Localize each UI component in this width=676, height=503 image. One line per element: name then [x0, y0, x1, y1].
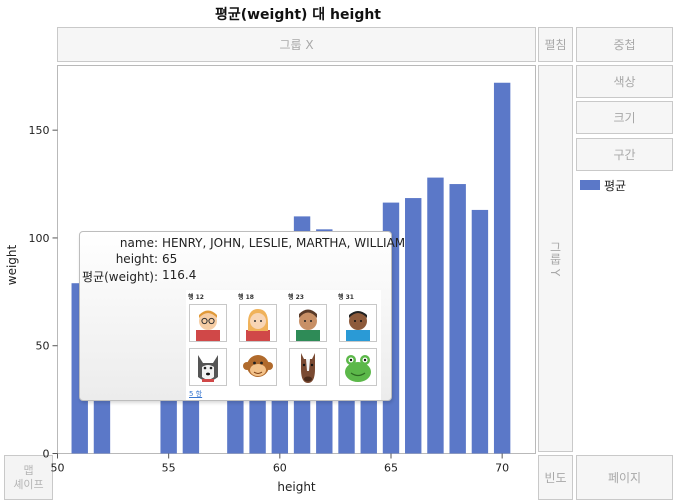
- girl-ponytail-icon: [239, 304, 277, 342]
- x-tick-label: 60: [273, 462, 287, 475]
- legend-swatch: [580, 180, 600, 190]
- x-axis-title: height: [277, 480, 316, 494]
- thumb-caption: 행 31: [338, 294, 354, 301]
- thumb-caption: 행 12: [188, 294, 204, 301]
- bar[interactable]: [493, 82, 511, 454]
- tooltip-name-label: name:: [119, 236, 158, 250]
- x-tick-label: 55: [162, 462, 176, 475]
- tooltip-weight-value: 116.4: [162, 268, 197, 282]
- x-tick-label: 70: [495, 462, 509, 475]
- freq-zone[interactable]: 빈도: [538, 455, 573, 500]
- y-tick-label: 150: [29, 124, 50, 137]
- tooltip-height-label: height:: [115, 252, 158, 266]
- legend-label: 평균: [604, 179, 627, 193]
- bar[interactable]: [427, 177, 444, 454]
- thumbnail-panel: 행 12 행 18 행 23 행 31 5 항: [186, 290, 381, 400]
- color-zone[interactable]: 색상: [576, 65, 673, 98]
- overlay-zone[interactable]: 중첩: [576, 27, 673, 62]
- thumb-caption: 행 18: [238, 294, 254, 301]
- chart-title: 평균(weight) 대 height: [214, 7, 382, 23]
- horse-icon: [289, 348, 327, 386]
- group-y-zone[interactable]: 그룹 Y: [538, 65, 573, 452]
- boy-tan-icon: [289, 304, 327, 342]
- bar[interactable]: [449, 184, 466, 454]
- boy-dark-icon: [339, 304, 377, 342]
- y-tick-label: 100: [29, 232, 50, 245]
- tooltip-height-value: 65: [162, 252, 178, 266]
- y-tick-label: 0: [43, 448, 50, 461]
- husky-dog-icon: [189, 348, 227, 386]
- boy-glasses-icon: [189, 304, 227, 342]
- x-tick-label: 65: [384, 462, 398, 475]
- tooltip-weight-label: 평균(weight):: [82, 270, 158, 284]
- tooltip-name-value: HENRY, JOHN, LESLIE, MARTHA, WILLIAM: [162, 236, 406, 250]
- more-rows-link[interactable]: 5 항: [189, 390, 203, 398]
- bar[interactable]: [405, 198, 422, 454]
- hover-tooltip: name: HENRY, JOHN, LESLIE, MARTHA, WILLI…: [79, 231, 405, 401]
- legend: 평균: [580, 177, 670, 193]
- x-tick-label: 50: [51, 462, 65, 475]
- group-y-label: 그룹 Y: [548, 240, 562, 277]
- bar[interactable]: [471, 209, 489, 454]
- thumb-caption: 행 23: [288, 294, 304, 301]
- map-shape-zone[interactable]: 맵 셰이프: [4, 455, 53, 500]
- monkey-icon: [239, 348, 277, 386]
- interval-zone[interactable]: 구간: [576, 138, 673, 171]
- group-x-zone[interactable]: 그룹 X: [57, 27, 536, 62]
- page-zone[interactable]: 페이지: [576, 455, 673, 500]
- frog-icon: [339, 348, 377, 386]
- y-tick-label: 50: [36, 340, 50, 353]
- wrap-zone[interactable]: 펼침: [538, 27, 573, 62]
- size-zone[interactable]: 크기: [576, 101, 673, 134]
